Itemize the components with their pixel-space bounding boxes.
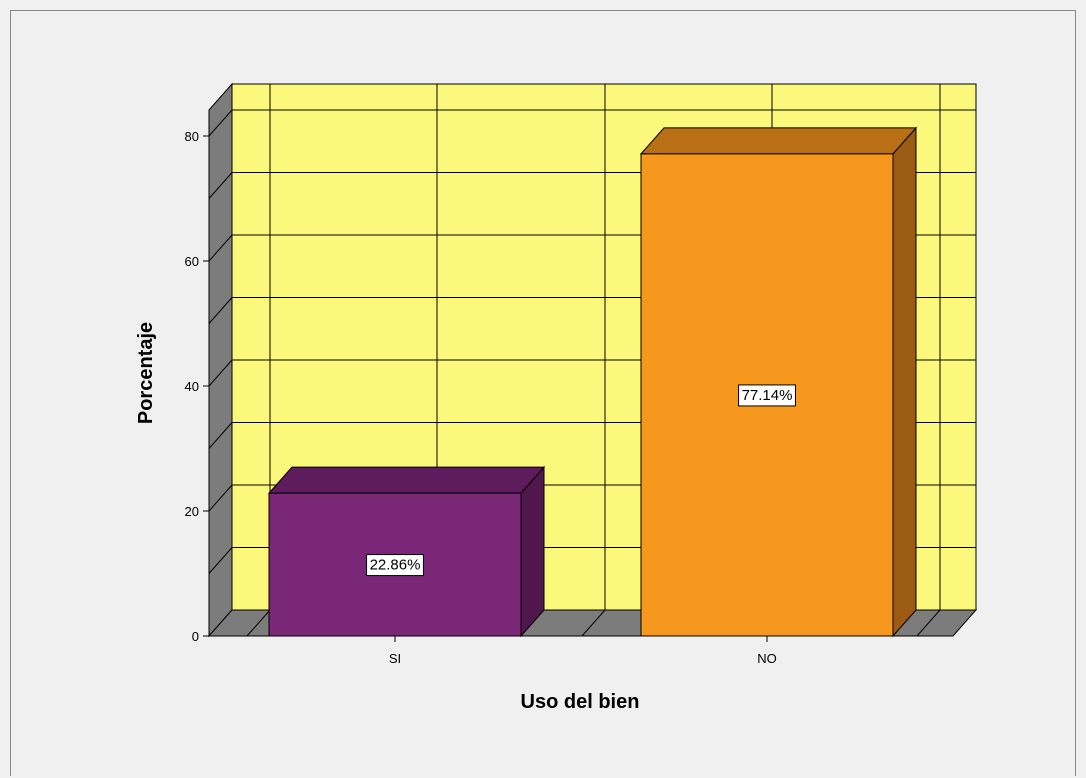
y-axis-title: Porcentaje: [135, 322, 157, 424]
bar-top: [267, 466, 546, 494]
data-label-box: [738, 384, 796, 407]
bars: [267, 126, 918, 638]
bar-top: [639, 127, 918, 155]
side-wall: [208, 82, 233, 638]
gridline-side: [208, 297, 233, 324]
gridline-side: [208, 172, 233, 199]
x-tick-label: NO: [757, 651, 777, 666]
gridline-side: [208, 109, 233, 137]
data-labels: 22.86% 77.14%: [366, 384, 796, 577]
floor-line: [916, 609, 941, 637]
y-tick-label: 20: [185, 504, 199, 519]
gridline-side: [208, 484, 233, 512]
x-tick-label: SI: [389, 651, 401, 666]
y-tick-label: 80: [185, 129, 199, 144]
bar-side: [892, 126, 917, 638]
data-label-no: 77.14%: [742, 387, 793, 404]
gridline-side: [208, 547, 233, 574]
data-label-si: 22.86%: [370, 557, 421, 574]
gridline-side: [208, 359, 233, 387]
y-tick-label: 60: [185, 254, 199, 269]
gridline-side: [208, 234, 233, 262]
y-tick-label: 40: [185, 379, 199, 394]
y-tick-label: 0: [192, 629, 199, 644]
x-axis-title: Uso del bien: [521, 691, 640, 713]
floor-line: [581, 609, 606, 637]
chart-frame: [10, 10, 1076, 776]
bar-side: [520, 465, 545, 638]
data-label-box: [366, 554, 424, 577]
axes: SI NO 0 20 40 60 80: [185, 110, 953, 666]
floor-line: [246, 609, 271, 637]
gridline-side: [208, 422, 233, 449]
